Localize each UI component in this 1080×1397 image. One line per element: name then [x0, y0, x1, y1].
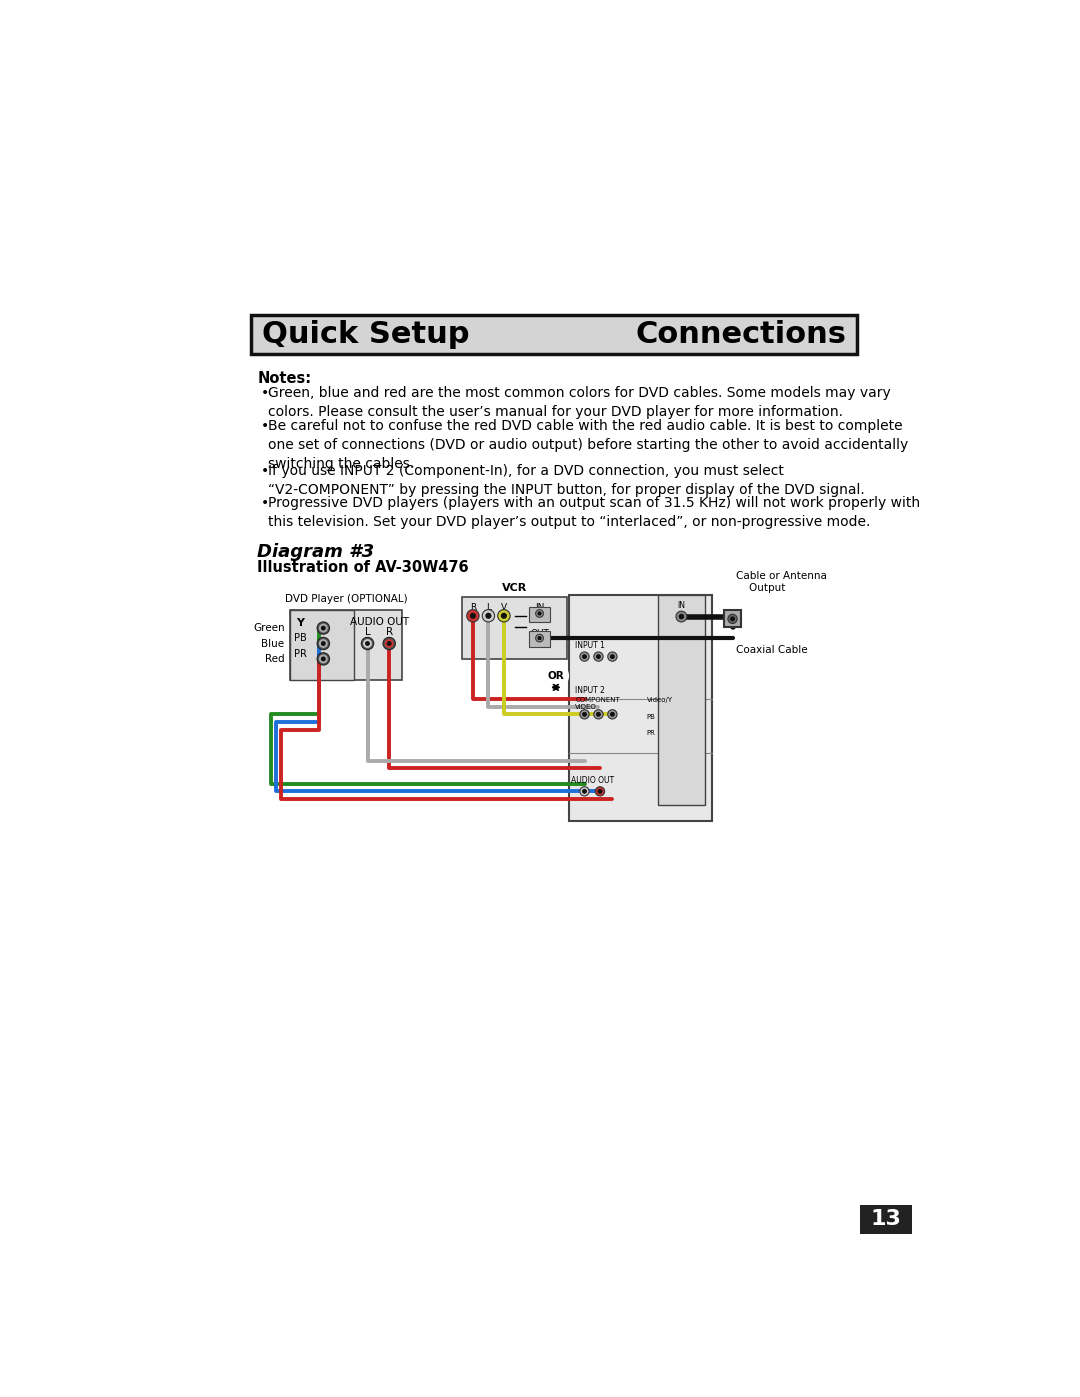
Text: •: • [260, 496, 269, 510]
Circle shape [598, 789, 602, 793]
Circle shape [610, 655, 615, 658]
Circle shape [362, 637, 374, 650]
Text: •: • [260, 464, 269, 478]
Circle shape [580, 710, 590, 719]
Text: PB: PB [647, 714, 656, 721]
Text: L: L [365, 627, 370, 637]
Circle shape [536, 609, 543, 617]
Text: Cable or Antenna
    Output: Cable or Antenna Output [735, 571, 826, 594]
Text: AUDIO OUT: AUDIO OUT [350, 616, 408, 626]
Text: Blue: Blue [261, 638, 284, 648]
Circle shape [364, 640, 372, 647]
Circle shape [486, 613, 490, 617]
Text: L: L [486, 602, 491, 612]
FancyBboxPatch shape [291, 610, 353, 680]
Text: PR: PR [647, 729, 656, 736]
FancyBboxPatch shape [252, 316, 858, 353]
Text: Video/Y: Video/Y [647, 697, 673, 704]
Text: Green: Green [253, 623, 284, 633]
Text: PR: PR [294, 648, 307, 659]
Circle shape [596, 655, 600, 658]
FancyBboxPatch shape [569, 595, 713, 820]
Circle shape [320, 655, 327, 662]
Text: 13: 13 [870, 1210, 902, 1229]
Circle shape [471, 613, 475, 617]
Circle shape [467, 609, 480, 622]
Circle shape [610, 712, 615, 717]
Text: Red: Red [265, 654, 284, 664]
Circle shape [386, 640, 393, 647]
Circle shape [322, 641, 325, 645]
FancyBboxPatch shape [529, 631, 550, 647]
Circle shape [388, 641, 391, 645]
Circle shape [543, 664, 568, 689]
Circle shape [731, 617, 734, 620]
Text: DVD Player (OPTIONAL): DVD Player (OPTIONAL) [285, 594, 407, 605]
Circle shape [320, 624, 327, 631]
Text: Connections: Connections [635, 320, 847, 349]
Circle shape [580, 787, 590, 796]
Text: Progressive DVD players (players with an output scan of 31.5 KHz) will not work : Progressive DVD players (players with an… [268, 496, 920, 529]
Text: AUDIO OUT: AUDIO OUT [570, 775, 613, 785]
Text: Be careful not to confuse the red DVD cable with the red audio cable. It is best: Be careful not to confuse the red DVD ca… [268, 419, 908, 471]
Circle shape [320, 640, 327, 647]
FancyBboxPatch shape [658, 595, 704, 805]
Circle shape [318, 652, 329, 665]
Text: INPUT 1: INPUT 1 [576, 641, 605, 650]
Text: IN: IN [535, 602, 544, 612]
Circle shape [383, 637, 395, 650]
Text: Green, blue and red are the most common colors for DVD cables. Some models may v: Green, blue and red are the most common … [268, 387, 891, 419]
Text: OR: OR [548, 671, 564, 680]
Circle shape [580, 652, 590, 661]
Text: INPUT 2: INPUT 2 [576, 686, 605, 694]
Circle shape [583, 789, 586, 793]
Text: Notes:: Notes: [257, 372, 311, 386]
Circle shape [322, 626, 325, 630]
Circle shape [594, 710, 603, 719]
Circle shape [728, 615, 738, 623]
Text: •: • [260, 387, 269, 401]
Circle shape [538, 612, 541, 615]
Text: Diagram #3: Diagram #3 [257, 542, 375, 560]
Text: IN: IN [677, 601, 686, 610]
Circle shape [676, 610, 687, 622]
Circle shape [608, 710, 617, 719]
Circle shape [583, 655, 586, 658]
Text: R: R [470, 602, 476, 612]
Text: Illustration of AV-30W476: Illustration of AV-30W476 [257, 560, 469, 574]
Circle shape [482, 609, 495, 622]
Text: If you use INPUT 2 (Component-In), for a DVD connection, you must select
“V2-COM: If you use INPUT 2 (Component-In), for a… [268, 464, 865, 497]
Circle shape [498, 609, 510, 622]
Circle shape [679, 615, 684, 619]
Text: V: V [501, 602, 507, 612]
FancyBboxPatch shape [529, 606, 550, 622]
Text: OUT: OUT [530, 629, 549, 638]
Circle shape [596, 712, 600, 717]
Text: Y: Y [296, 617, 305, 629]
Circle shape [318, 622, 329, 634]
FancyBboxPatch shape [291, 610, 403, 680]
Circle shape [536, 634, 543, 643]
Circle shape [608, 652, 617, 661]
Text: Coaxial Cable: Coaxial Cable [735, 645, 807, 655]
Circle shape [595, 787, 605, 796]
Circle shape [594, 652, 603, 661]
Text: •: • [260, 419, 269, 433]
Circle shape [583, 712, 586, 717]
Circle shape [501, 613, 507, 617]
FancyBboxPatch shape [861, 1204, 912, 1234]
Text: VCR: VCR [502, 583, 527, 592]
Text: R: R [386, 627, 393, 637]
Text: PB: PB [294, 633, 307, 644]
Circle shape [538, 637, 541, 640]
Text: COMPONENT
VIDEO: COMPONENT VIDEO [576, 697, 620, 711]
Circle shape [322, 657, 325, 661]
FancyBboxPatch shape [462, 597, 567, 659]
Circle shape [366, 641, 369, 645]
FancyBboxPatch shape [724, 610, 741, 627]
Text: Quick Setup: Quick Setup [262, 320, 470, 349]
Circle shape [318, 637, 329, 650]
